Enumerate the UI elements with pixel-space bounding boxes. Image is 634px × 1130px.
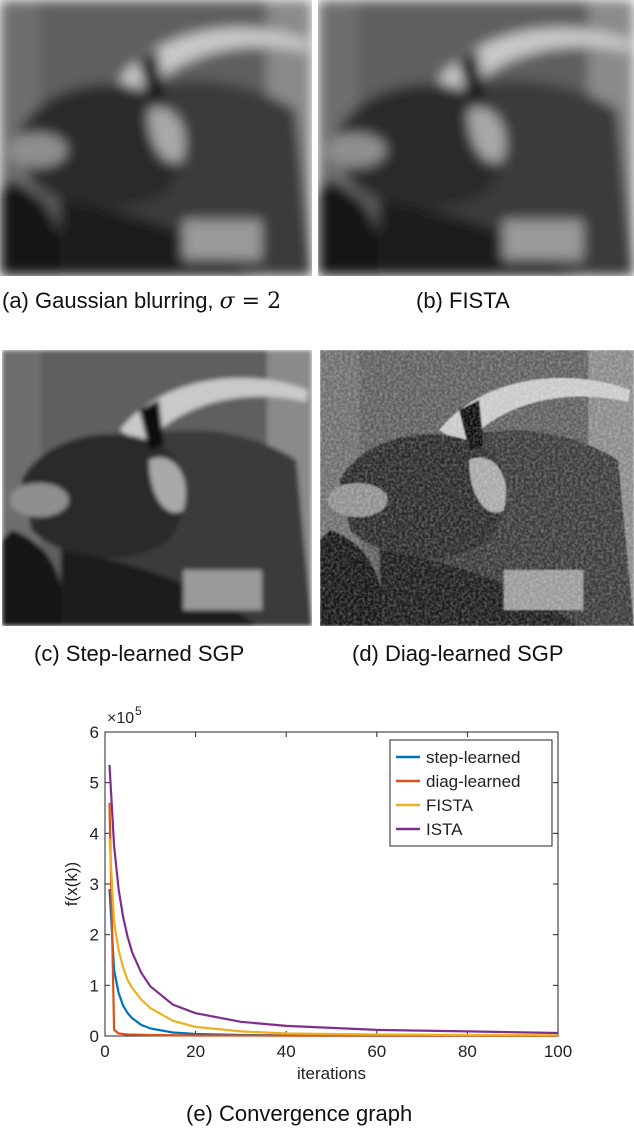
y-tick-label: 6 xyxy=(90,723,99,742)
caption-panel-a-text: (a) Gaussian blurring, xyxy=(2,288,220,313)
legend-entry: ISTA xyxy=(426,820,463,839)
caption-panel-a-value: = 2 xyxy=(234,289,282,314)
x-tick-label: 80 xyxy=(458,1042,477,1061)
caption-panel-e: (e) Convergence graph xyxy=(186,1101,413,1126)
x-tick-label: 60 xyxy=(367,1042,386,1061)
x-tick-label: 20 xyxy=(186,1042,205,1061)
series-line-fista xyxy=(108,838,559,1037)
series-line-ista xyxy=(108,764,559,1035)
y-tick-label: 0 xyxy=(90,1027,99,1046)
x-axis-label: iterations xyxy=(297,1064,366,1083)
y-tick-label: 1 xyxy=(90,976,99,995)
panel-a-image xyxy=(0,0,312,276)
y-tick-label: 4 xyxy=(90,824,99,843)
caption-panel-a: (a) Gaussian blurring, σ = 2 xyxy=(2,288,281,314)
panel-d-image xyxy=(320,350,634,626)
y-tick-label: 2 xyxy=(90,926,99,945)
legend-entry: step-learned xyxy=(426,748,521,767)
caption-panel-a-sigma: σ xyxy=(219,289,235,314)
x-tick-label: 40 xyxy=(277,1042,296,1061)
convergence-chart: 0 20 40 60 80 100 0 1 2 3 4 5 6 ×10 5 iterations f(x(k))… xyxy=(40,700,634,1100)
y-tick-label: 5 xyxy=(90,774,99,793)
y-axis-label: f(x(k)) xyxy=(62,862,81,906)
y-multiplier-exponent: 5 xyxy=(135,704,142,718)
x-tick-label: 0 xyxy=(100,1042,109,1061)
legend-entry: diag-learned xyxy=(426,772,521,791)
caption-panel-c: (c) Step-learned SGP xyxy=(34,641,245,666)
caption-panel-b: (b) FISTA xyxy=(416,288,510,313)
legend-entry: FISTA xyxy=(426,796,474,815)
caption-panel-d: (d) Diag-learned SGP xyxy=(352,641,564,666)
x-tick-label: 100 xyxy=(544,1042,572,1061)
panel-c-image xyxy=(2,350,312,626)
panel-b-image xyxy=(318,0,634,276)
y-tick-label: 3 xyxy=(90,875,99,894)
y-multiplier: ×10 xyxy=(107,710,134,727)
